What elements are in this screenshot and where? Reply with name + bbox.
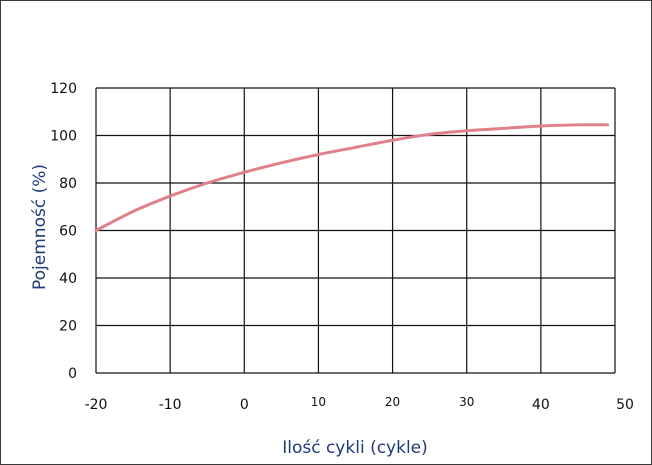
y-tick-label: 40 [59,271,77,287]
y-axis-label: Pojemność (%) [30,164,50,290]
x-tick-labels: -20 -10 0 10 20 30 40 50 [85,395,634,413]
series-layer [94,123,610,232]
y-tick-label: 100 [50,129,77,145]
x-tick-label: -10 [159,397,182,413]
grid [95,87,616,374]
x-tick-label: 40 [532,397,550,413]
capacity-series-line [94,123,610,232]
x-tick-label: 0 [240,397,249,413]
x-tick-label: 50 [616,397,634,413]
x-tick-label: -20 [85,397,108,413]
x-axis-label: Ilość cykli (cykle) [282,438,428,458]
y-tick-label: 120 [50,81,77,97]
y-tick-label: 60 [59,224,77,240]
y-tick-label: 0 [68,366,77,382]
y-tick-label: 20 [59,319,77,335]
x-tick-label: 10 [311,395,326,409]
x-tick-label: 20 [385,395,400,409]
y-tick-label: 80 [59,176,77,192]
x-tick-label: 30 [459,395,474,409]
y-tick-labels: 0 20 40 60 80 100 120 [50,81,77,382]
